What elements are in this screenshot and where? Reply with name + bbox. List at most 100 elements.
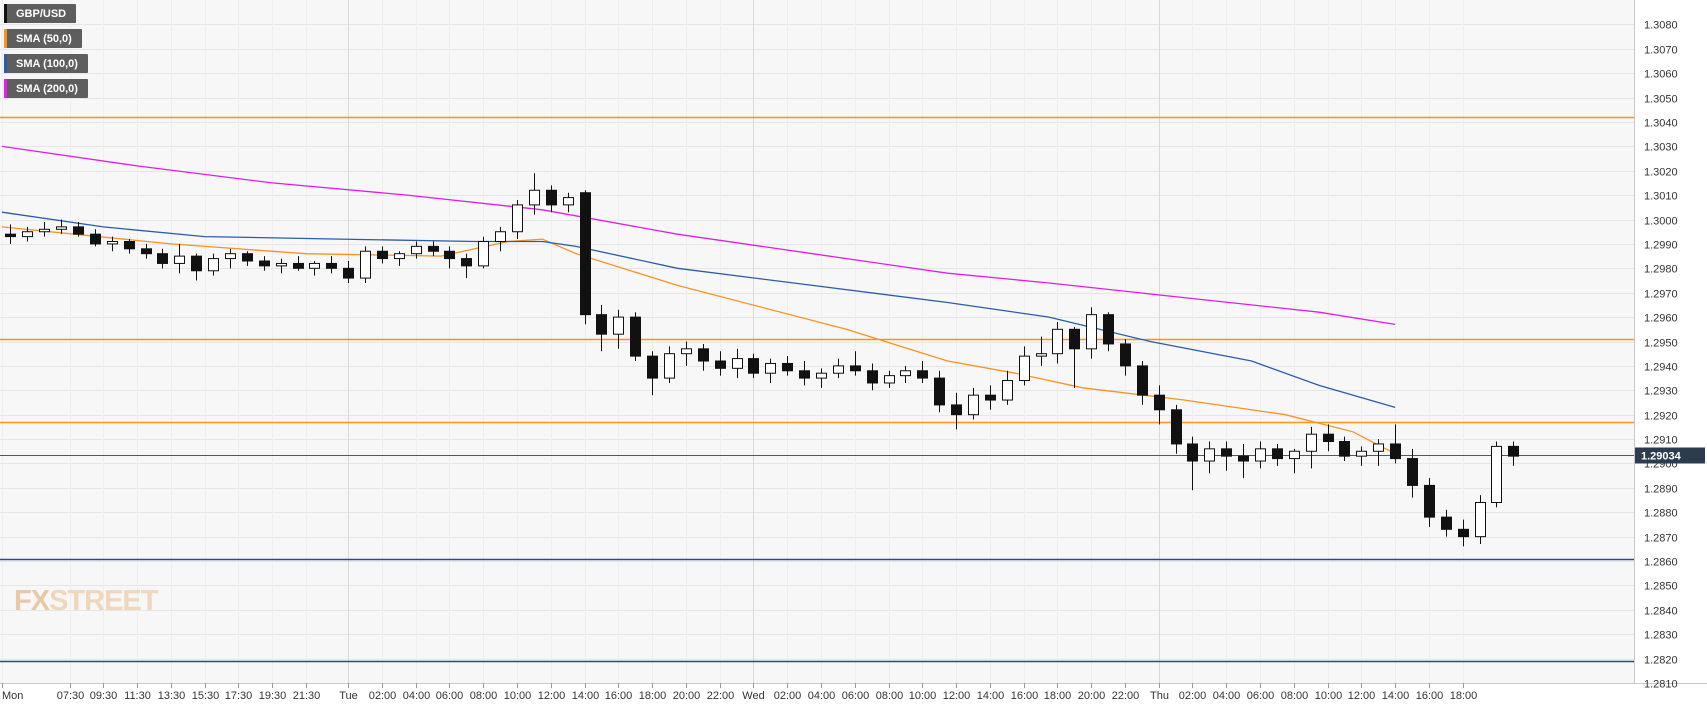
candle[interactable] — [1441, 509, 1452, 537]
candle[interactable] — [546, 185, 557, 213]
candle[interactable] — [124, 239, 135, 254]
candle[interactable] — [22, 226, 33, 242]
legend-item[interactable]: SMA (200,0) — [4, 79, 88, 98]
candle[interactable] — [1036, 336, 1047, 366]
candle[interactable] — [833, 358, 844, 379]
candle[interactable] — [461, 253, 472, 279]
candle[interactable] — [5, 224, 16, 244]
candle[interactable] — [1339, 436, 1350, 462]
legend-label: GBP/USD — [16, 7, 67, 20]
legend-item[interactable]: SMA (100,0) — [4, 54, 88, 73]
candle[interactable] — [985, 385, 996, 410]
candle[interactable] — [529, 173, 540, 215]
candle-body-bullish — [309, 262, 320, 269]
candle[interactable] — [1002, 370, 1013, 405]
candle[interactable] — [647, 351, 658, 396]
candle[interactable] — [293, 256, 304, 271]
candle[interactable] — [259, 256, 270, 271]
candle[interactable] — [1458, 519, 1469, 547]
candle[interactable] — [90, 229, 101, 247]
candle[interactable] — [1373, 439, 1384, 466]
candle[interactable] — [1475, 495, 1486, 544]
candle[interactable] — [884, 370, 895, 388]
candle[interactable] — [1069, 326, 1080, 388]
candle[interactable] — [816, 368, 827, 388]
candle[interactable] — [1187, 436, 1198, 491]
candle[interactable] — [765, 358, 776, 383]
candle[interactable] — [1154, 385, 1165, 425]
candle[interactable] — [343, 261, 354, 283]
candle[interactable] — [1238, 443, 1249, 479]
candle[interactable] — [1508, 441, 1519, 466]
candle[interactable] — [681, 341, 692, 366]
candle[interactable] — [968, 387, 979, 420]
candle[interactable] — [512, 200, 523, 240]
candle[interactable] — [748, 353, 759, 379]
candle[interactable] — [596, 304, 607, 352]
candle[interactable] — [208, 253, 219, 276]
candle-body-bearish — [1171, 409, 1182, 445]
legend-item[interactable]: SMA (50,0) — [4, 29, 82, 48]
legend-item[interactable]: GBP/USD — [4, 4, 77, 23]
candle[interactable] — [1103, 312, 1114, 352]
candle[interactable] — [850, 351, 861, 376]
candle-body-bullish — [1373, 443, 1384, 452]
time-tick-label: 02:00 — [369, 690, 397, 702]
candle[interactable] — [1289, 448, 1300, 474]
candle[interactable] — [867, 363, 878, 391]
candle[interactable] — [56, 219, 67, 235]
candle[interactable] — [428, 241, 439, 257]
candle[interactable] — [495, 226, 506, 252]
candle[interactable] — [309, 261, 320, 276]
candle[interactable] — [107, 236, 118, 252]
candle[interactable] — [613, 309, 624, 349]
candle[interactable] — [698, 343, 709, 371]
candle[interactable] — [1390, 424, 1401, 464]
candle[interactable] — [917, 361, 928, 383]
candle[interactable] — [1306, 426, 1317, 469]
candle[interactable] — [1120, 339, 1131, 376]
candle[interactable] — [73, 221, 84, 237]
candle[interactable] — [242, 251, 253, 266]
candle[interactable] — [782, 356, 793, 376]
candle[interactable] — [141, 243, 152, 259]
candle[interactable] — [1221, 441, 1232, 471]
candle[interactable] — [1171, 404, 1182, 454]
candle[interactable] — [39, 221, 50, 237]
candle[interactable] — [157, 248, 168, 269]
candle[interactable] — [563, 192, 574, 213]
candle[interactable] — [478, 236, 489, 269]
candle[interactable] — [1052, 321, 1063, 364]
candle[interactable] — [360, 246, 371, 283]
candle[interactable] — [1356, 446, 1367, 466]
candle[interactable] — [225, 248, 236, 269]
candle[interactable] — [715, 351, 726, 376]
candle[interactable] — [900, 365, 911, 383]
candle[interactable] — [276, 258, 287, 274]
candle[interactable] — [174, 243, 185, 274]
candle[interactable] — [1323, 424, 1334, 452]
candle[interactable] — [951, 392, 962, 430]
candle[interactable] — [1491, 441, 1502, 508]
candle[interactable] — [191, 253, 202, 281]
candle[interactable] — [1204, 441, 1215, 474]
candle[interactable] — [1019, 346, 1030, 386]
candle[interactable] — [326, 256, 337, 274]
candle[interactable] — [1407, 448, 1418, 498]
candle[interactable] — [377, 246, 388, 264]
candle[interactable] — [934, 370, 945, 413]
candle[interactable] — [1424, 478, 1435, 527]
candle[interactable] — [1086, 307, 1097, 359]
candle[interactable] — [394, 251, 405, 266]
candle[interactable] — [799, 361, 810, 386]
candle[interactable] — [664, 346, 675, 383]
candle[interactable] — [411, 241, 422, 259]
candle[interactable] — [732, 348, 743, 379]
candle[interactable] — [1255, 441, 1266, 469]
candle[interactable] — [580, 190, 591, 325]
candle[interactable] — [630, 312, 641, 362]
candle[interactable] — [444, 246, 455, 269]
candle[interactable] — [1137, 361, 1148, 405]
candle[interactable] — [1272, 443, 1283, 466]
